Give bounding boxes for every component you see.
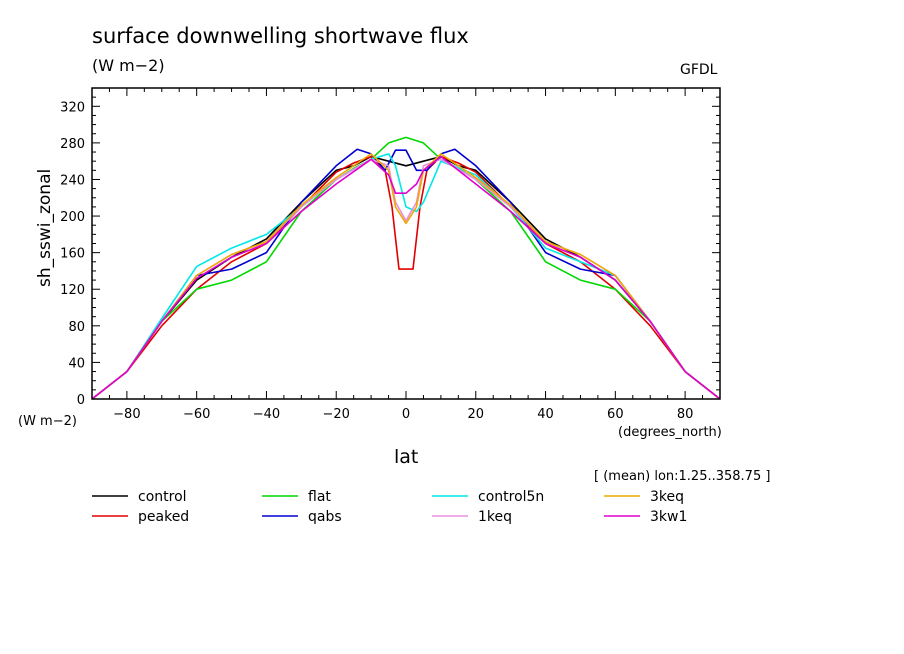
y-tick-label: 80 bbox=[68, 320, 85, 335]
x-tick-label: −80 bbox=[113, 407, 140, 422]
series-line-flat bbox=[91, 136, 721, 400]
y-tick-label: 320 bbox=[60, 100, 85, 115]
legend-label-peaked: peaked bbox=[138, 509, 189, 525]
series-layer bbox=[91, 136, 721, 400]
y-tick-label: 240 bbox=[60, 173, 85, 188]
series-line-control5n bbox=[91, 153, 721, 400]
y-tick-label: 120 bbox=[60, 283, 85, 298]
legend-label-qabs: qabs bbox=[308, 509, 342, 525]
x-tick-label: 20 bbox=[468, 407, 485, 422]
legend-label-flat: flat bbox=[308, 489, 331, 505]
tick-layer: −80 −60 −40 −20 0 20 40 60 80 0 40 80 120 160 200 240 28… bbox=[60, 87, 721, 422]
series-line-peaked bbox=[91, 155, 721, 400]
x-tick-label: −60 bbox=[183, 407, 210, 422]
chart-title: surface downwelling shortwave flux bbox=[92, 24, 469, 48]
x-tick-label: 80 bbox=[677, 407, 694, 422]
legend-label-3keq: 3keq bbox=[650, 489, 684, 505]
chart-units: (W m−2) bbox=[92, 56, 165, 75]
x-tick-label: −40 bbox=[253, 407, 280, 422]
y-tick-label: 0 bbox=[77, 393, 85, 408]
y-tick-label: 280 bbox=[60, 137, 85, 152]
series-line-qabs bbox=[91, 148, 721, 400]
series-line-3keq bbox=[91, 153, 721, 400]
legend: control flat control5n 3keq peaked qabs 1keq 3k… bbox=[92, 489, 687, 525]
plot-frame bbox=[91, 87, 721, 400]
x-tick-label: 40 bbox=[537, 407, 554, 422]
y-tick-label: 160 bbox=[60, 247, 85, 262]
legend-label-1keq: 1keq bbox=[478, 509, 512, 525]
y-tick-label: 40 bbox=[68, 356, 85, 371]
x-tick-label: 0 bbox=[402, 407, 410, 422]
x-axis-unit: (degrees_north) bbox=[618, 425, 722, 440]
legend-label-control: control bbox=[138, 489, 187, 505]
x-axis-label: lat bbox=[394, 446, 419, 468]
series-line-3kw1 bbox=[91, 155, 721, 400]
chart-source: GFDL bbox=[680, 62, 718, 78]
series-line-1keq bbox=[91, 158, 721, 400]
x-tick-label: −20 bbox=[323, 407, 350, 422]
legend-label-3kw1: 3kw1 bbox=[650, 509, 687, 525]
y-tick-label: 200 bbox=[60, 210, 85, 225]
y-axis-unit: (W m−2) bbox=[18, 414, 77, 429]
legend-label-control5n: control5n bbox=[478, 489, 544, 505]
x-tick-label: 60 bbox=[607, 407, 624, 422]
averaging-note: [ (mean) lon:1.25..358.75 ] bbox=[594, 469, 771, 484]
